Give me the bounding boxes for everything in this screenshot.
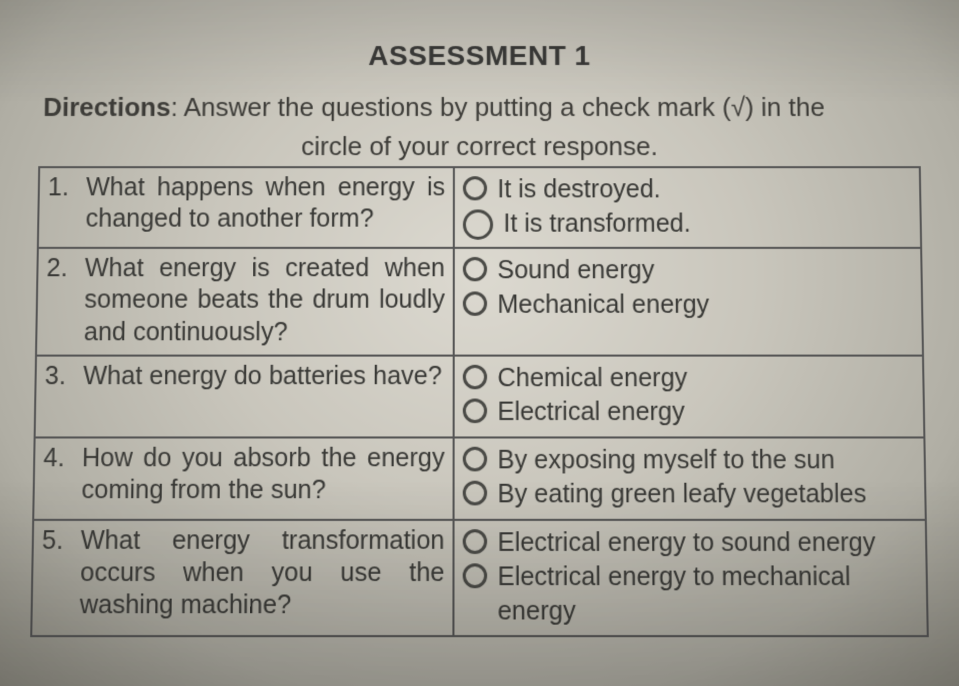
option: Electrical energy to sound energy: [463, 526, 917, 560]
option: Electrical energy to mechanical energy: [463, 561, 919, 629]
circle-icon[interactable]: [463, 257, 487, 281]
option: It is destroyed.: [463, 173, 911, 206]
option-label: It is transformed.: [503, 207, 690, 240]
directions-text-1: : Answer the questions by putting a chec…: [170, 92, 825, 122]
circle-icon[interactable]: [463, 399, 487, 424]
question-text: What energy do batteries have?: [83, 361, 445, 393]
circle-icon[interactable]: [463, 564, 487, 589]
answer-cell: Electrical energy to sound energy Electr…: [454, 520, 928, 637]
question-text: What energy transformation occurs when y…: [79, 525, 444, 622]
option: Sound energy: [463, 254, 913, 287]
directions-line-1: Directions: Answer the questions by putt…: [43, 90, 916, 125]
question-number: 2.: [45, 253, 75, 348]
option-label: By eating green leafy vegetables: [498, 478, 867, 512]
circle-icon[interactable]: [463, 365, 487, 390]
directions-label: Directions: [43, 92, 171, 122]
option: Chemical energy: [463, 362, 915, 395]
option-label: Electrical energy to sound energy: [498, 526, 876, 560]
question-cell: 3. What energy do batteries have?: [35, 355, 454, 437]
option-label: Sound energy: [497, 254, 654, 287]
circle-icon[interactable]: [463, 176, 487, 200]
option-label: It is destroyed.: [497, 173, 661, 206]
question-number: 5.: [41, 525, 71, 622]
option-label: Electrical energy to mechanical energy: [498, 561, 919, 629]
question-number: 4.: [43, 442, 72, 506]
table-row: 1. What happens when energy is changed t…: [38, 167, 921, 248]
option-label: Electrical energy: [497, 396, 684, 429]
option: Mechanical energy: [463, 288, 913, 321]
table-row: 2. What energy is created when someone b…: [36, 248, 923, 355]
option: By eating green leafy vegetables: [463, 478, 917, 512]
table-row: 5. What energy transformation occurs whe…: [31, 520, 928, 637]
question-cell: 4. How do you absorb the energy coming f…: [33, 437, 454, 519]
option: By exposing myself to the sun: [463, 443, 916, 476]
question-table: 1. What happens when energy is changed t…: [30, 166, 929, 637]
circle-icon[interactable]: [463, 209, 493, 239]
circle-icon[interactable]: [463, 481, 487, 506]
question-cell: 1. What happens when energy is changed t…: [38, 167, 454, 248]
question-text: How do you absorb the energy coming from…: [81, 442, 444, 506]
table-row: 3. What energy do batteries have? Chemic…: [35, 355, 925, 437]
assessment-title: ASSESSMENT 1: [40, 40, 919, 72]
worksheet-page: ASSESSMENT 1 Directions: Answer the ques…: [0, 0, 959, 637]
question-number: 1.: [47, 172, 76, 235]
option: It is transformed.: [463, 207, 912, 240]
table-row: 4. How do you absorb the energy coming f…: [33, 437, 926, 519]
question-text: What happens when energy is changed to a…: [85, 172, 445, 235]
circle-icon[interactable]: [463, 529, 487, 554]
answer-cell: It is destroyed. It is transformed.: [454, 167, 921, 248]
question-number: 3.: [44, 361, 73, 393]
option: Electrical energy: [463, 396, 915, 429]
directions-line-2: circle of your correct response.: [38, 131, 920, 162]
answer-cell: Chemical energy Electrical energy: [454, 355, 925, 437]
circle-icon[interactable]: [463, 291, 487, 315]
option-label: By exposing myself to the sun: [497, 443, 834, 476]
circle-icon[interactable]: [463, 447, 487, 472]
option-label: Chemical energy: [497, 362, 687, 395]
answer-cell: Sound energy Mechanical energy: [454, 248, 923, 355]
option-label: Mechanical energy: [497, 288, 709, 321]
answer-cell: By exposing myself to the sun By eating …: [454, 437, 926, 519]
question-cell: 2. What energy is created when someone b…: [36, 248, 454, 355]
question-cell: 5. What energy transformation occurs whe…: [31, 520, 454, 637]
question-text: What energy is created when someone beat…: [84, 253, 445, 348]
